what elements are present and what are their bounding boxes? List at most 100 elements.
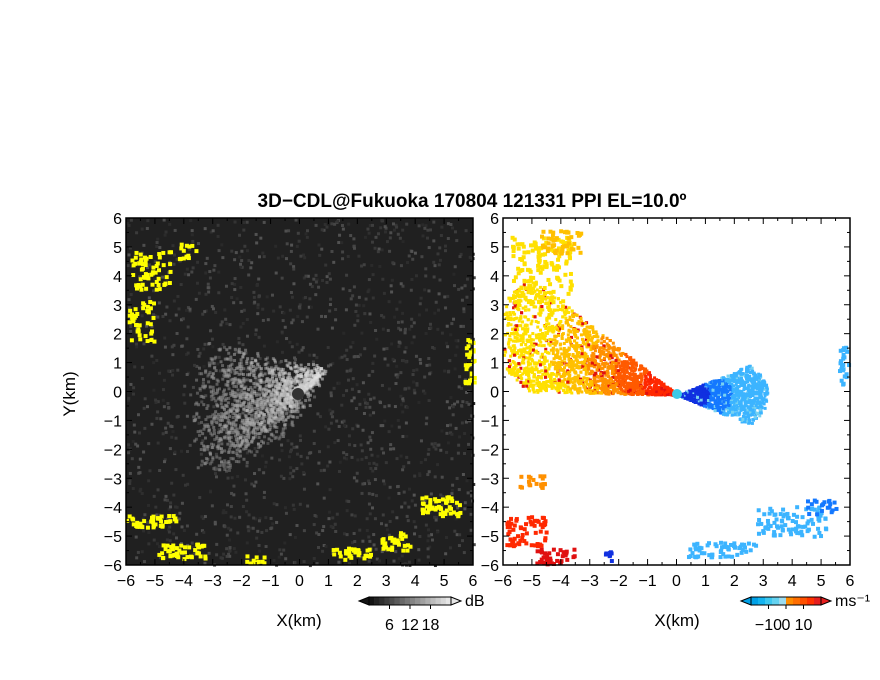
plume-pixel bbox=[214, 355, 218, 359]
clipped-echo bbox=[389, 535, 394, 540]
noise-pixel bbox=[356, 424, 360, 428]
plume-pixel bbox=[237, 460, 241, 464]
plume-pixel bbox=[231, 415, 235, 419]
noise-pixel bbox=[131, 487, 135, 491]
plume-pixel bbox=[211, 457, 215, 461]
velocity-pixel bbox=[542, 337, 546, 341]
plume-pixel bbox=[294, 400, 298, 404]
noise-pixel bbox=[151, 289, 155, 293]
noise-pixel bbox=[355, 383, 359, 387]
plume-pixel bbox=[206, 404, 210, 408]
noise-pixel bbox=[134, 442, 138, 446]
plume-pixel bbox=[253, 390, 257, 394]
noise-pixel bbox=[161, 388, 165, 392]
x-tick-label: −3 bbox=[204, 573, 222, 590]
noise-pixel bbox=[225, 554, 229, 558]
noise-pixel bbox=[391, 222, 395, 226]
noise-pixel bbox=[185, 267, 189, 271]
plume-pixel bbox=[219, 447, 223, 451]
plume-pixel bbox=[259, 388, 263, 392]
noise-pixel bbox=[437, 292, 441, 296]
plume-pixel bbox=[300, 367, 304, 371]
noise-pixel bbox=[402, 490, 406, 494]
plume-pixel bbox=[270, 383, 274, 387]
noise-pixel bbox=[345, 369, 349, 373]
velocity-pixel bbox=[563, 313, 567, 317]
plume-pixel bbox=[233, 424, 237, 428]
plume-pixel bbox=[253, 399, 257, 403]
plume-pixel bbox=[294, 365, 298, 369]
noise-pixel bbox=[127, 306, 131, 310]
noise-pixel bbox=[321, 278, 325, 282]
plume-pixel bbox=[239, 433, 243, 437]
noise-pixel bbox=[407, 487, 411, 491]
noise-pixel bbox=[341, 227, 345, 231]
plume-pixel bbox=[255, 398, 259, 402]
noise-pixel bbox=[426, 236, 430, 240]
noise-pixel bbox=[461, 539, 465, 543]
plume-pixel bbox=[216, 447, 220, 451]
plume-pixel bbox=[256, 406, 260, 410]
noise-pixel bbox=[453, 284, 457, 288]
clipped-echo bbox=[425, 510, 430, 515]
noise-pixel bbox=[126, 398, 130, 402]
noise-pixel bbox=[190, 541, 194, 545]
noise-pixel bbox=[461, 400, 465, 404]
noise-pixel bbox=[168, 447, 172, 451]
noise-pixel bbox=[401, 311, 405, 315]
clipped-echo bbox=[362, 556, 367, 561]
plume-pixel bbox=[237, 372, 241, 376]
intensity-colorbar-swatch bbox=[379, 597, 385, 605]
plume-pixel bbox=[287, 401, 291, 405]
noise-pixel bbox=[131, 392, 135, 396]
noise-pixel bbox=[384, 226, 388, 230]
plume-pixel bbox=[222, 449, 226, 453]
noise-pixel bbox=[329, 412, 333, 416]
noise-pixel bbox=[465, 277, 469, 281]
plume-pixel bbox=[283, 423, 287, 427]
y-tick-label: −5 bbox=[104, 529, 122, 546]
noise-pixel bbox=[312, 556, 316, 560]
noise-pixel bbox=[328, 460, 332, 464]
noise-pixel bbox=[433, 515, 437, 519]
plume-pixel bbox=[215, 455, 219, 459]
noise-pixel bbox=[457, 488, 461, 492]
velocity-pixel bbox=[570, 318, 574, 322]
plume-pixel bbox=[250, 360, 254, 364]
plume-pixel bbox=[266, 414, 270, 418]
plume-pixel bbox=[193, 439, 197, 443]
noise-pixel bbox=[427, 289, 431, 293]
noise-pixel bbox=[134, 342, 138, 346]
noise-pixel bbox=[285, 337, 289, 341]
clipped-echo bbox=[143, 263, 148, 268]
noise-pixel bbox=[272, 502, 276, 506]
plume-pixel bbox=[201, 384, 205, 388]
noise-pixel bbox=[202, 530, 206, 534]
noise-pixel bbox=[154, 505, 158, 509]
noise-pixel bbox=[331, 526, 335, 530]
clipped-echo bbox=[420, 501, 425, 506]
plume-pixel bbox=[229, 358, 233, 362]
noise-pixel bbox=[356, 458, 360, 462]
noise-pixel bbox=[257, 335, 261, 339]
noise-pixel bbox=[337, 241, 341, 245]
plume-pixel bbox=[278, 401, 282, 405]
plume-pixel bbox=[207, 380, 211, 384]
noise-pixel bbox=[363, 312, 367, 316]
plume-pixel bbox=[259, 396, 263, 400]
noise-pixel bbox=[432, 239, 436, 243]
x-tick-label: −1 bbox=[261, 573, 279, 590]
noise-pixel bbox=[245, 541, 249, 545]
noise-pixel bbox=[403, 350, 407, 354]
plume-pixel bbox=[279, 367, 283, 371]
clipped-echo bbox=[367, 547, 372, 552]
plume-pixel bbox=[311, 363, 315, 367]
noise-pixel bbox=[166, 421, 170, 425]
plume-pixel bbox=[237, 347, 241, 351]
plume-pixel bbox=[206, 447, 210, 451]
noise-pixel bbox=[266, 372, 270, 376]
y-tick-label: −3 bbox=[104, 471, 122, 488]
noise-pixel bbox=[213, 520, 217, 524]
noise-pixel bbox=[140, 550, 144, 554]
plume-pixel bbox=[300, 385, 304, 389]
